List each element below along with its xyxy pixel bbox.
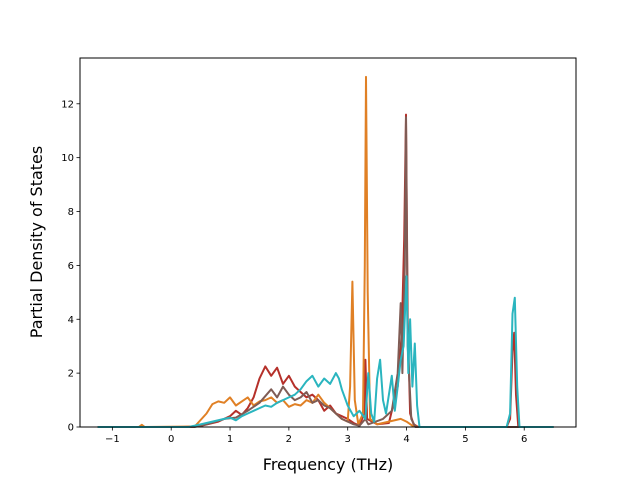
y-tick-label: 12 [61,99,74,110]
x-tick-label: 5 [462,434,468,445]
x-tick-label: 6 [521,434,527,445]
y-tick-label: 8 [68,207,74,218]
y-axis-ticks: 0 2 4 6 8 10 12 [61,99,80,434]
x-axis-label: Frequency (THz) [263,455,393,474]
y-tick-label: 6 [68,261,74,272]
series-line-2 [97,75,554,428]
x-tick-label: −1 [105,434,120,445]
x-tick-label: 2 [286,434,292,445]
y-tick-label: 2 [68,369,74,380]
plot-frame [79,57,577,428]
series-line-4 [97,275,554,428]
y-tick-label: 0 [68,423,74,434]
x-axis-ticks: −1 0 1 2 3 4 5 6 [105,427,527,445]
series-line-3 [97,116,554,428]
x-tick-label: 3 [345,434,351,445]
y-tick-label: 10 [61,153,74,164]
y-axis-label: Partial Density of States [27,146,46,338]
series-layer [97,75,554,428]
x-tick-label: 4 [403,434,409,445]
x-tick-label: 0 [168,434,174,445]
y-tick-label: 4 [68,315,74,326]
x-tick-label: 1 [227,434,233,445]
